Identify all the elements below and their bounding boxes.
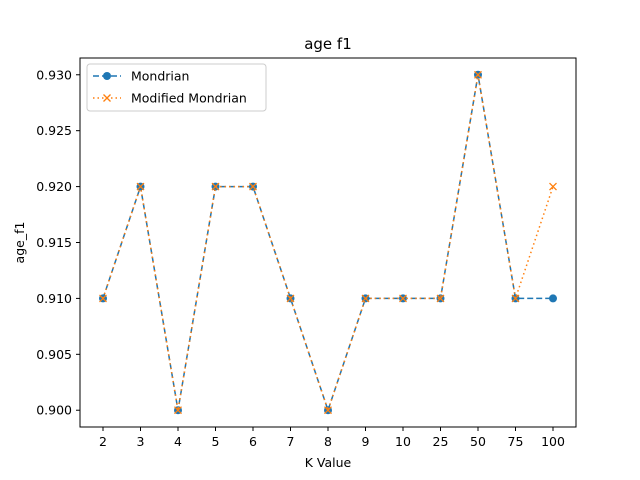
plot-series bbox=[99, 70, 557, 415]
data-point bbox=[549, 294, 557, 303]
y-tick-label: 0.920 bbox=[36, 179, 72, 194]
x-tick-label: 9 bbox=[362, 434, 370, 449]
x-tick-label: 50 bbox=[470, 434, 486, 449]
x-tick-label: 10 bbox=[395, 434, 411, 449]
x-tick-label: 25 bbox=[433, 434, 449, 449]
x-tick-label: 7 bbox=[287, 434, 295, 449]
x-axis: 2 3 4 5 6 7 8 9 10 25 50 75 100 bbox=[99, 427, 565, 449]
x-tick-label: 5 bbox=[212, 434, 220, 449]
data-point bbox=[99, 294, 107, 303]
x-tick-label: 3 bbox=[137, 434, 145, 449]
x-tick-label: 4 bbox=[174, 434, 182, 449]
data-point bbox=[249, 182, 257, 191]
y-tick-label: 0.905 bbox=[36, 347, 72, 362]
data-point bbox=[399, 294, 407, 303]
chart-title: age f1 bbox=[304, 35, 352, 53]
x-tick-label: 100 bbox=[541, 434, 565, 449]
legend-label: Modified Mondrian bbox=[131, 91, 247, 106]
data-point bbox=[474, 70, 482, 79]
legend-marker bbox=[103, 94, 111, 102]
x-tick-label: 6 bbox=[249, 434, 257, 449]
data-point bbox=[324, 406, 332, 415]
x-tick-label: 75 bbox=[508, 434, 524, 449]
legend-label: Mondrian bbox=[131, 69, 189, 84]
y-axis-label: age_f1 bbox=[12, 222, 27, 264]
data-point bbox=[549, 182, 557, 191]
data-point bbox=[286, 294, 295, 303]
data-point bbox=[211, 182, 220, 191]
plot-frame bbox=[79, 57, 577, 428]
data-point bbox=[174, 406, 182, 415]
y-tick-label: 0.910 bbox=[36, 291, 72, 306]
y-axis: 0.900 0.905 0.910 0.915 0.920 0.925 0.930 bbox=[36, 67, 80, 418]
x-tick-label: 8 bbox=[324, 434, 332, 449]
x-axis-label: K Value bbox=[305, 455, 352, 470]
y-tick-label: 0.925 bbox=[36, 123, 72, 138]
y-tick-label: 0.915 bbox=[36, 235, 72, 250]
data-point bbox=[436, 294, 445, 303]
y-tick-label: 0.900 bbox=[36, 403, 72, 418]
legend-box bbox=[86, 63, 267, 112]
legend-marker bbox=[103, 72, 111, 80]
legend: Mondrian Modified Mondrian bbox=[86, 63, 267, 112]
y-tick-label: 0.930 bbox=[36, 67, 72, 82]
data-point bbox=[136, 182, 145, 191]
data-point bbox=[361, 294, 370, 303]
x-tick-label: 2 bbox=[99, 434, 107, 449]
data-point bbox=[511, 294, 520, 303]
